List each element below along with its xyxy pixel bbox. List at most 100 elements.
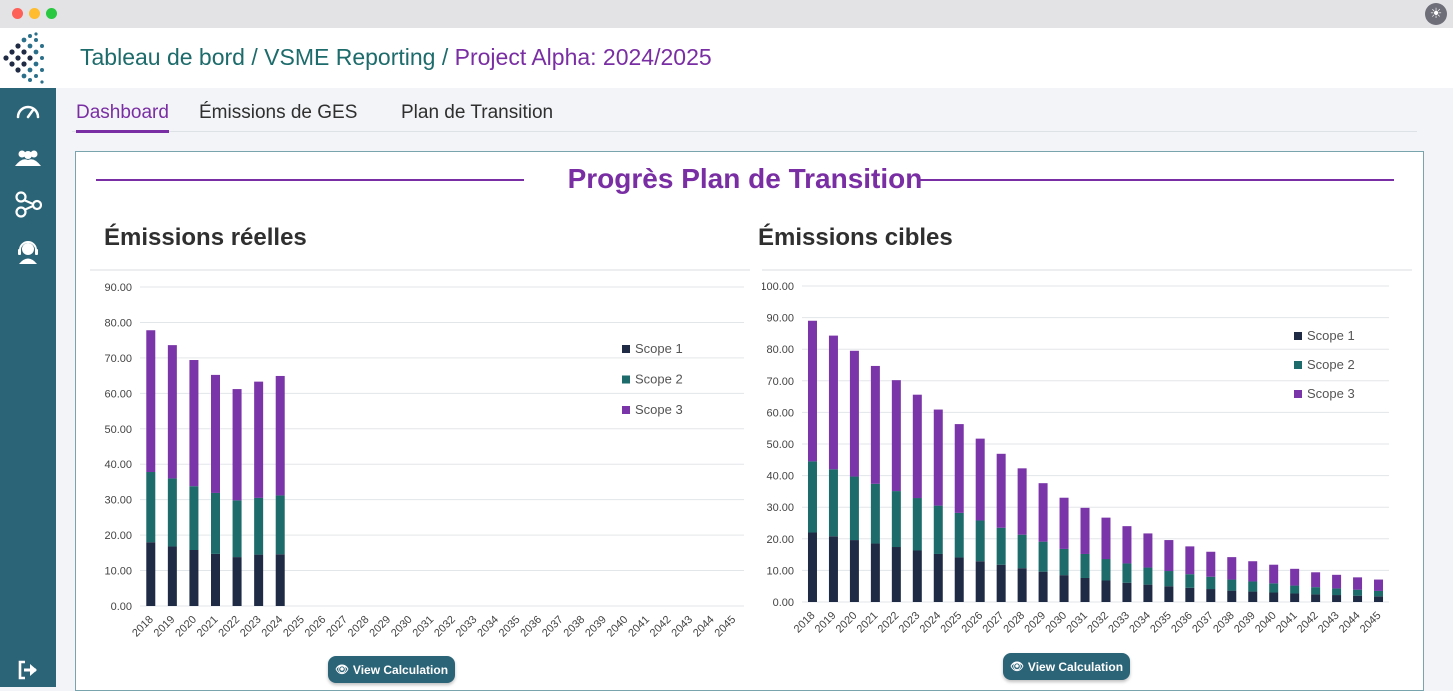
bar-segment-scope-2[interactable]	[1185, 574, 1195, 588]
bar-segment-scope-2[interactable]	[1143, 567, 1153, 585]
bar-segment-scope-3[interactable]	[870, 365, 880, 484]
bar-segment-scope-3[interactable]	[1164, 540, 1174, 572]
bar-segment-scope-1[interactable]	[849, 540, 859, 602]
bar-segment-scope-1[interactable]	[807, 532, 817, 602]
bar-segment-scope-2[interactable]	[1353, 589, 1363, 596]
tab-plan-de-transition[interactable]: Plan de Transition	[401, 102, 554, 123]
tab-emissions-ges[interactable]: Émissions de GES	[199, 102, 358, 123]
bar-segment-scope-2[interactable]	[1332, 588, 1342, 596]
bar-segment-scope-1[interactable]	[1227, 590, 1237, 602]
sidebar-item-support[interactable]	[8, 236, 48, 268]
bar-segment-scope-2[interactable]	[1122, 563, 1132, 583]
bar-segment-scope-2[interactable]	[1290, 585, 1300, 594]
bar-segment-scope-3[interactable]	[1185, 546, 1195, 575]
bar-segment-scope-1[interactable]	[232, 557, 242, 606]
bar-segment-scope-3[interactable]	[1374, 579, 1384, 591]
bar-segment-scope-3[interactable]	[1101, 517, 1111, 560]
bar-segment-scope-2[interactable]	[870, 483, 880, 544]
bar-segment-scope-1[interactable]	[1059, 575, 1069, 602]
bar-segment-scope-1[interactable]	[1269, 592, 1279, 602]
bar-segment-scope-3[interactable]	[828, 335, 838, 470]
bar-segment-scope-1[interactable]	[954, 557, 964, 602]
sidebar-item-dashboard[interactable]	[8, 96, 48, 128]
bar-segment-scope-1[interactable]	[1080, 577, 1090, 602]
bar-segment-scope-3[interactable]	[975, 438, 985, 521]
bar-segment-scope-3[interactable]	[1038, 483, 1048, 542]
bar-segment-scope-3[interactable]	[1332, 574, 1342, 589]
bar-segment-scope-3[interactable]	[1080, 507, 1090, 554]
bar-segment-scope-2[interactable]	[1269, 583, 1279, 593]
bar-segment-scope-3[interactable]	[1059, 497, 1069, 549]
bar-segment-scope-2[interactable]	[807, 461, 817, 533]
bar-segment-scope-1[interactable]	[912, 550, 922, 602]
bar-segment-scope-3[interactable]	[954, 424, 964, 513]
bar-segment-scope-3[interactable]	[1017, 468, 1027, 535]
maximize-window-button[interactable]	[46, 8, 57, 19]
bar-segment-scope-1[interactable]	[1122, 582, 1132, 602]
bar-segment-scope-1[interactable]	[1206, 589, 1216, 602]
bar-segment-scope-2[interactable]	[1227, 579, 1237, 591]
bar-segment-scope-3[interactable]	[1311, 572, 1321, 588]
bar-segment-scope-3[interactable]	[275, 375, 285, 496]
bar-segment-scope-2[interactable]	[189, 486, 199, 550]
bar-segment-scope-2[interactable]	[1059, 548, 1069, 576]
close-window-button[interactable]	[12, 8, 23, 19]
bar-segment-scope-2[interactable]	[996, 527, 1006, 565]
bar-segment-scope-3[interactable]	[1227, 557, 1237, 580]
bar-segment-scope-2[interactable]	[1311, 587, 1321, 595]
bar-segment-scope-1[interactable]	[1248, 591, 1258, 602]
bar-segment-scope-3[interactable]	[891, 380, 901, 492]
bar-segment-scope-2[interactable]	[1374, 590, 1384, 597]
bar-segment-scope-3[interactable]	[912, 394, 922, 499]
bar-segment-scope-2[interactable]	[1206, 576, 1216, 590]
bar-segment-scope-2[interactable]	[1038, 541, 1048, 572]
bar-segment-scope-1[interactable]	[975, 561, 985, 602]
bar-segment-scope-2[interactable]	[1248, 581, 1258, 592]
bar-segment-scope-3[interactable]	[1269, 564, 1279, 584]
view-calculation-button-actual[interactable]: 👁 View Calculation	[328, 656, 455, 683]
bar-segment-scope-3[interactable]	[933, 409, 943, 506]
bar-segment-scope-2[interactable]	[1164, 571, 1174, 587]
tab-dashboard[interactable]: Dashboard	[76, 102, 169, 133]
bar-segment-scope-2[interactable]	[146, 472, 156, 543]
bar-segment-scope-3[interactable]	[807, 320, 817, 462]
bar-segment-scope-1[interactable]	[1311, 594, 1321, 602]
sidebar-item-users[interactable]	[8, 142, 48, 174]
bar-segment-scope-1[interactable]	[1290, 593, 1300, 602]
bar-segment-scope-1[interactable]	[1017, 568, 1027, 602]
bar-segment-scope-3[interactable]	[1290, 568, 1300, 586]
bar-segment-scope-2[interactable]	[254, 497, 264, 555]
bar-segment-scope-1[interactable]	[1143, 584, 1153, 602]
bar-segment-scope-2[interactable]	[1080, 553, 1090, 578]
bar-segment-scope-3[interactable]	[1143, 533, 1153, 568]
bar-segment-scope-1[interactable]	[870, 543, 880, 602]
sidebar-item-logout[interactable]	[8, 654, 48, 686]
bar-segment-scope-3[interactable]	[146, 330, 156, 473]
bar-segment-scope-3[interactable]	[167, 345, 177, 479]
bar-segment-scope-1[interactable]	[1185, 587, 1195, 602]
view-calculation-button-target[interactable]: 👁 View Calculation	[1003, 653, 1130, 680]
bar-segment-scope-1[interactable]	[933, 553, 943, 602]
bar-segment-scope-1[interactable]	[1038, 571, 1048, 602]
sidebar-item-network[interactable]	[8, 188, 48, 220]
sun-icon[interactable]: ☀	[1425, 3, 1447, 25]
bar-segment-scope-2[interactable]	[933, 505, 943, 554]
bar-segment-scope-2[interactable]	[849, 476, 859, 541]
bar-segment-scope-3[interactable]	[1353, 577, 1363, 590]
bar-segment-scope-2[interactable]	[828, 469, 838, 537]
bar-segment-scope-1[interactable]	[146, 542, 156, 606]
bar-segment-scope-2[interactable]	[954, 512, 964, 558]
breadcrumb-item-vsme[interactable]: VSME Reporting	[264, 44, 436, 70]
bar-segment-scope-1[interactable]	[1374, 596, 1384, 602]
bar-segment-scope-2[interactable]	[211, 492, 220, 554]
bar-segment-scope-3[interactable]	[1206, 551, 1216, 577]
bar-segment-scope-3[interactable]	[1248, 561, 1258, 582]
bar-segment-scope-1[interactable]	[254, 554, 264, 606]
bar-segment-scope-3[interactable]	[232, 389, 242, 501]
bar-segment-scope-2[interactable]	[1017, 534, 1027, 569]
bar-segment-scope-2[interactable]	[891, 491, 901, 548]
bar-segment-scope-3[interactable]	[1122, 526, 1132, 564]
bar-segment-scope-1[interactable]	[1353, 595, 1363, 602]
bar-segment-scope-3[interactable]	[189, 360, 199, 487]
bar-segment-scope-2[interactable]	[167, 478, 177, 547]
